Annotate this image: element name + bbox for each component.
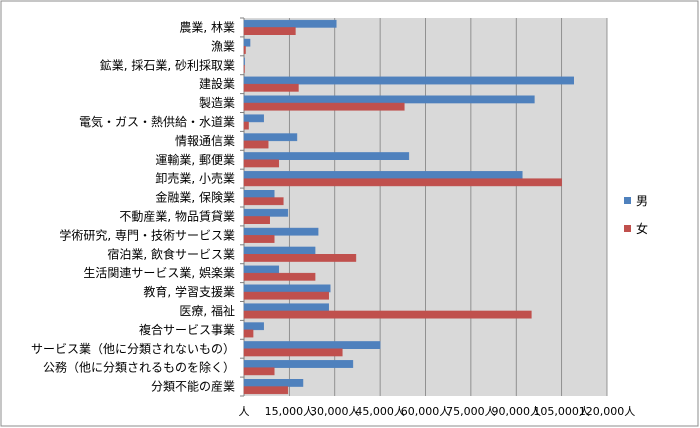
bar-female [243,65,245,73]
bar-female [243,159,280,168]
legend-label: 女 [636,221,648,236]
bar-male [243,76,574,85]
category-label: 鉱業, 採石業, 砂利採取業 [100,57,235,72]
category-label: 漁業 [211,39,235,53]
bar-female [243,386,289,395]
category-label: 複合サービス事業 [139,322,235,337]
bar-male [243,190,275,198]
category-label: 金融業, 保険業 [155,190,235,205]
bar-female [243,197,284,206]
x-tick-label: 人 [239,405,250,418]
category-label: 不動産業, 物品賃貸業 [119,208,235,223]
bar-female [243,178,562,187]
category-label: 卸売業, 小売業 [155,171,235,186]
x-tick-label: 60,000人 [401,405,451,418]
bar-male [243,322,264,331]
bar-male [243,133,298,142]
x-tick-label: 30,000人 [310,405,360,418]
bar-female [243,329,254,338]
bar-male [243,95,535,104]
category-label: 農業, 林業 [179,20,235,34]
bar-female [243,83,299,92]
legend-swatch [624,197,631,204]
category-label: 運輸業, 郵便業 [155,152,235,167]
bar-male [243,303,329,312]
bar-male [243,265,280,274]
bar-female [243,216,270,224]
bar-male [243,38,251,47]
category-label: 学術研究, 専門・技術サービス業 [59,227,235,242]
bar-female [243,348,343,357]
bar-female [243,27,296,36]
legend-swatch [624,225,631,232]
bar-male [243,114,264,123]
bar-male [243,341,381,350]
bar-male [243,171,523,179]
category-label: 生活関連サービス業, 娯楽業 [83,266,235,280]
bar-female [243,235,275,243]
bar-male [243,57,245,66]
bar-female [243,121,249,130]
bar-male [243,152,410,160]
bar-male [243,19,337,28]
category-label: 製造業 [199,96,235,110]
category-label: サービス業（他に分類されないもの） [31,342,235,356]
x-tick-label: 105,000人 [533,405,590,418]
bar-female [243,291,329,300]
bar-male [243,360,354,368]
bar-female [243,140,269,149]
bar-male [243,379,304,387]
category-label: 電気・ガス・熱供給・水道業 [79,114,235,129]
category-label: 医療, 福祉 [179,303,235,318]
bar-female [243,102,405,111]
x-tick-label: 45,000人 [355,405,405,418]
x-tick-label: 75,000人 [446,405,496,418]
legend-label: 男 [636,194,648,208]
bar-male [243,246,316,255]
bar-male [243,284,331,293]
bar-female [243,46,246,54]
x-tick-label: 15,000人 [265,405,315,418]
bar-female [243,310,532,319]
category-label: 宿泊業, 飲食サービス業 [107,246,235,261]
bar-male [243,208,289,217]
category-label: 教育, 学習支援業 [143,284,235,299]
category-label: 情報通信業 [175,134,235,148]
category-label: 建設業 [199,76,235,91]
category-label: 分類不能の産業 [151,379,235,394]
x-tick-label: 90,000人 [492,405,542,418]
bar-female [243,272,316,281]
bar-female [243,367,275,376]
category-label: 公務（他に分類されるものを除く） [43,360,235,375]
x-tick-label: 120,000人 [579,405,636,418]
bar-female [243,254,357,262]
bar-male [243,227,319,236]
